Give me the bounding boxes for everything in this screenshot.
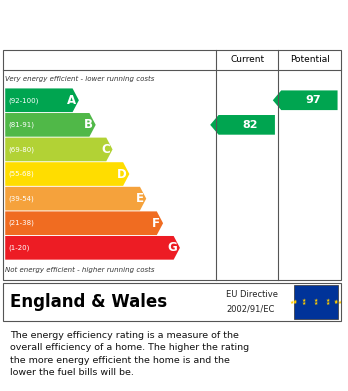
Text: E: E bbox=[135, 192, 143, 205]
Polygon shape bbox=[273, 90, 338, 110]
Text: Current: Current bbox=[230, 55, 264, 64]
Text: ★: ★ bbox=[325, 298, 330, 303]
Text: ★: ★ bbox=[293, 299, 298, 304]
Polygon shape bbox=[210, 115, 275, 135]
Text: ★: ★ bbox=[337, 300, 342, 305]
Text: (69-80): (69-80) bbox=[9, 146, 35, 153]
Text: B: B bbox=[84, 118, 93, 131]
Text: Potential: Potential bbox=[290, 55, 330, 64]
Text: ★: ★ bbox=[325, 301, 330, 306]
Text: EU Directive: EU Directive bbox=[226, 290, 278, 299]
Text: 97: 97 bbox=[306, 95, 321, 105]
Polygon shape bbox=[5, 88, 79, 112]
Polygon shape bbox=[5, 212, 163, 235]
Text: F: F bbox=[152, 217, 160, 230]
Text: (55-68): (55-68) bbox=[9, 171, 34, 177]
Polygon shape bbox=[5, 113, 96, 137]
Polygon shape bbox=[5, 162, 129, 186]
Polygon shape bbox=[5, 236, 180, 260]
Text: A: A bbox=[67, 94, 76, 107]
Text: (92-100): (92-100) bbox=[9, 97, 39, 104]
Text: (21-38): (21-38) bbox=[9, 220, 34, 226]
Text: ★: ★ bbox=[293, 300, 298, 305]
Polygon shape bbox=[5, 187, 146, 210]
Text: ★: ★ bbox=[302, 301, 306, 306]
Polygon shape bbox=[5, 138, 112, 161]
Text: 2002/91/EC: 2002/91/EC bbox=[226, 305, 275, 314]
Text: (1-20): (1-20) bbox=[9, 244, 30, 251]
Text: ★: ★ bbox=[314, 301, 318, 306]
Text: D: D bbox=[117, 167, 127, 181]
Text: (39-54): (39-54) bbox=[9, 196, 34, 202]
Text: C: C bbox=[101, 143, 110, 156]
Bar bbox=[294, 285, 338, 319]
Text: ★: ★ bbox=[334, 299, 339, 304]
Text: ★: ★ bbox=[334, 300, 339, 305]
Text: Very energy efficient - lower running costs: Very energy efficient - lower running co… bbox=[5, 76, 155, 82]
Text: England & Wales: England & Wales bbox=[10, 293, 168, 311]
Text: ★: ★ bbox=[314, 298, 318, 303]
Text: ★: ★ bbox=[302, 298, 306, 303]
Text: The energy efficiency rating is a measure of the
overall efficiency of a home. T: The energy efficiency rating is a measur… bbox=[10, 331, 250, 377]
Text: 82: 82 bbox=[243, 120, 258, 130]
Text: ★: ★ bbox=[290, 300, 294, 305]
Text: Not energy efficient - higher running costs: Not energy efficient - higher running co… bbox=[5, 267, 155, 273]
Text: Energy Efficiency Rating: Energy Efficiency Rating bbox=[10, 15, 239, 34]
Text: G: G bbox=[167, 241, 177, 254]
Text: (81-91): (81-91) bbox=[9, 122, 35, 128]
